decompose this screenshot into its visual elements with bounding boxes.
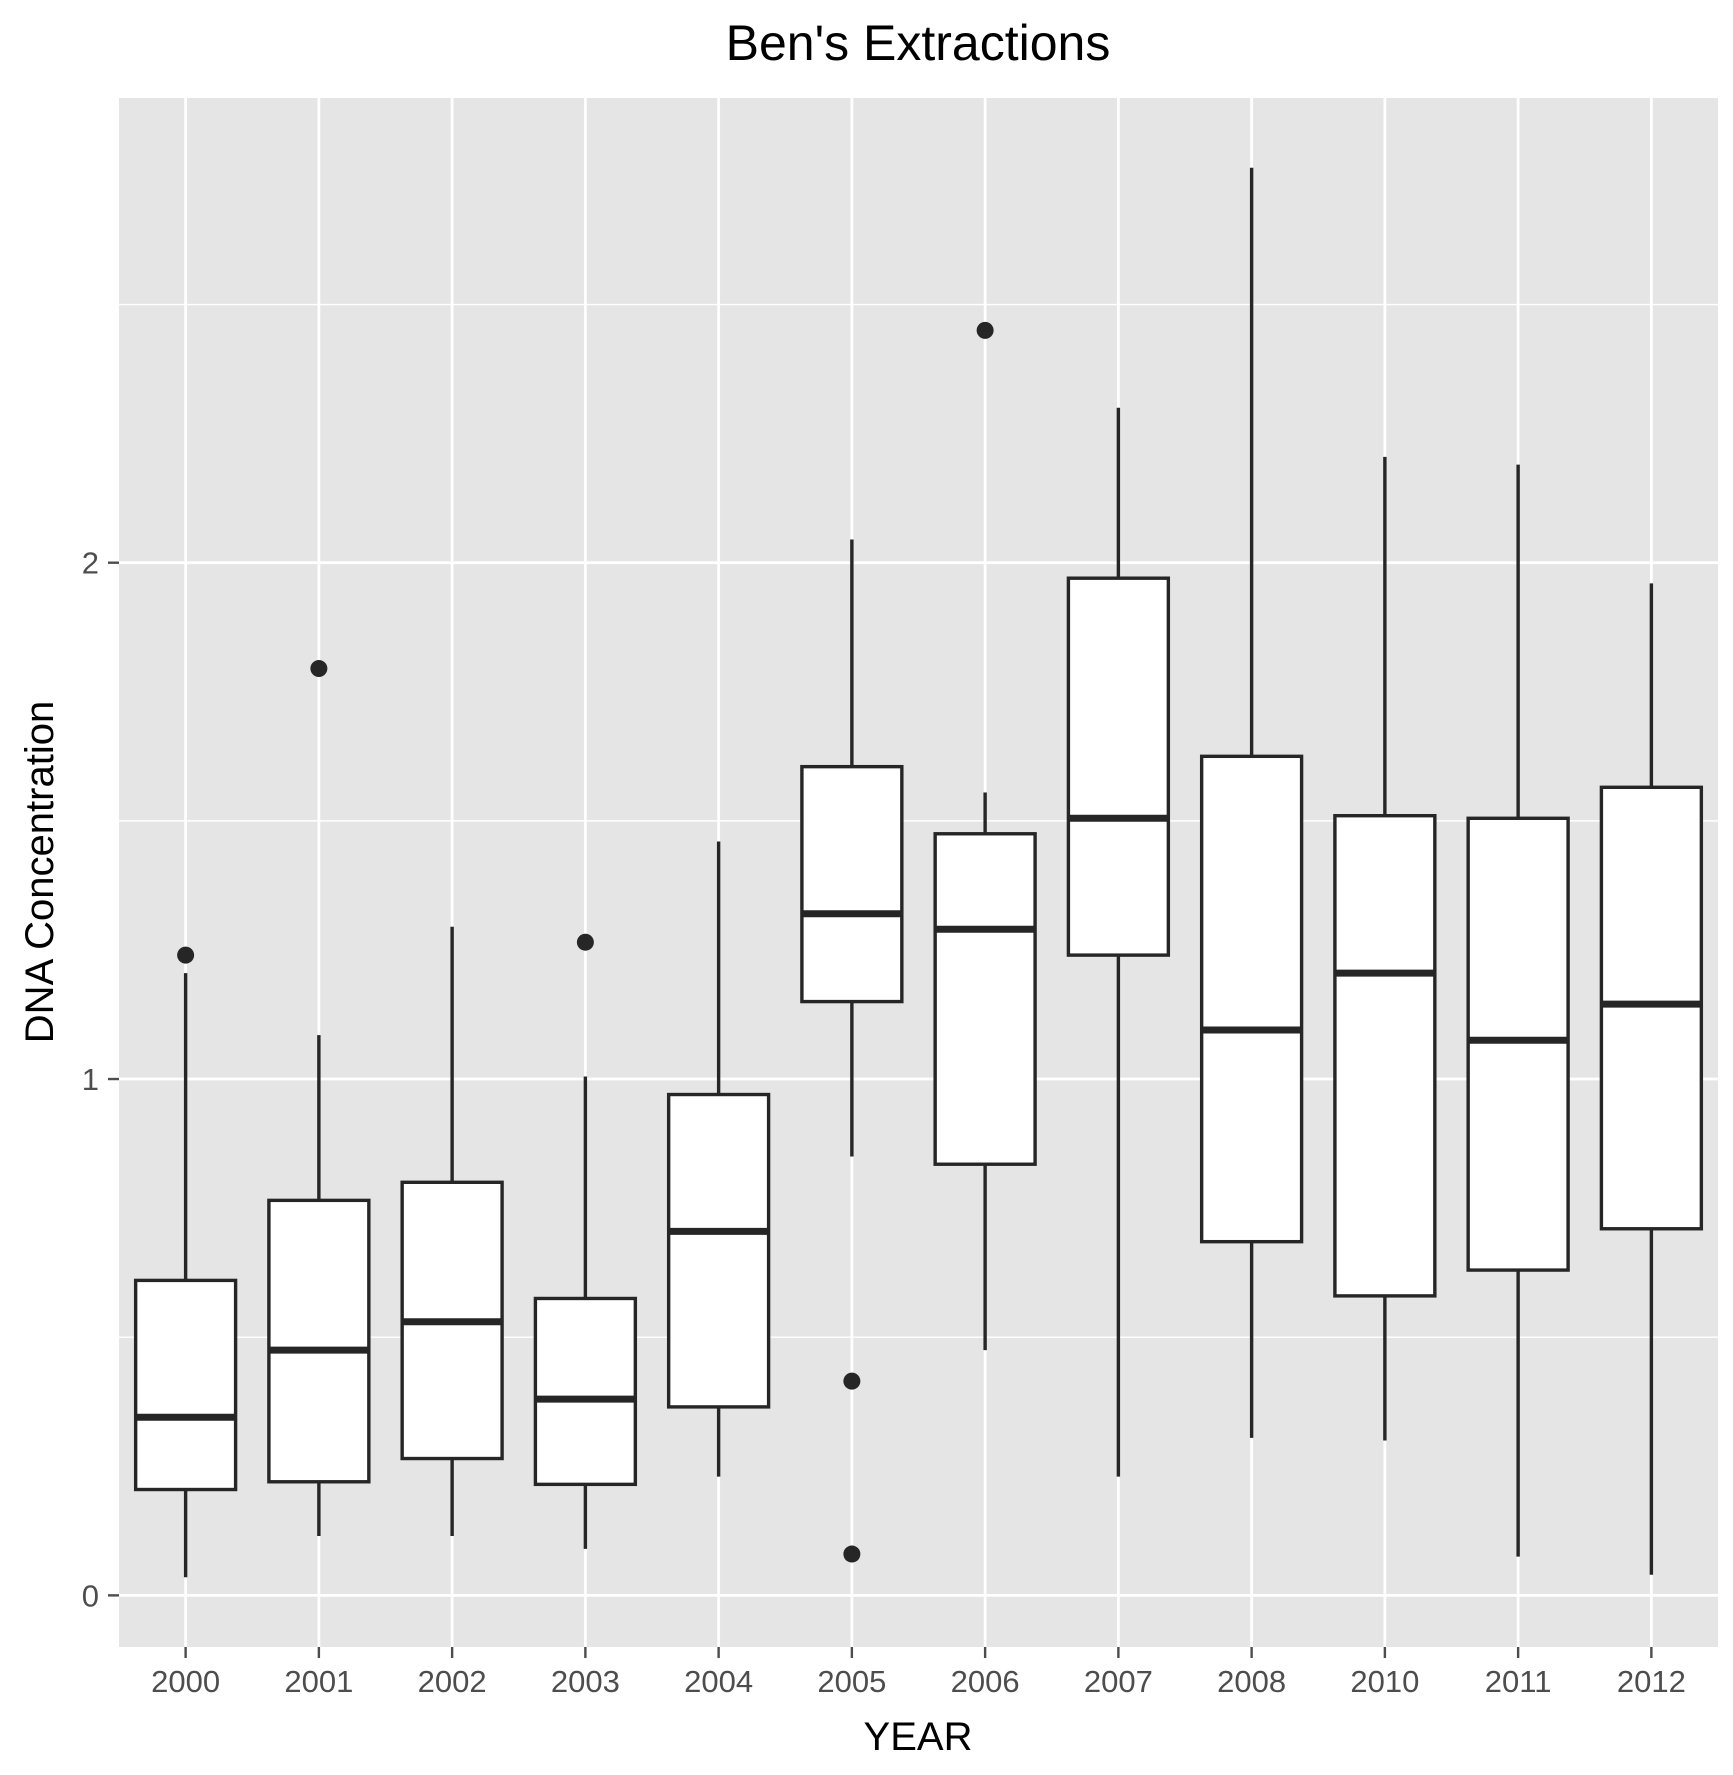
box-2010 — [1333, 456, 1437, 1441]
x-tick-label: 2007 — [1084, 1664, 1153, 1699]
box-2004 — [666, 841, 771, 1477]
chart-title: Ben's Extractions — [726, 15, 1111, 71]
box-2001 — [267, 660, 371, 1536]
x-axis-title: YEAR — [864, 1715, 973, 1759]
box-2011 — [1466, 464, 1570, 1557]
y-tick-label: 1 — [82, 1062, 99, 1097]
y-axis-title: DNA Concentration — [18, 701, 62, 1043]
y-tick-label: 0 — [82, 1578, 99, 1613]
x-tick-label: 2011 — [1485, 1664, 1552, 1699]
interquartile-box — [1466, 816, 1570, 1272]
box-2005 — [800, 539, 904, 1563]
interquartile-box — [1066, 576, 1171, 957]
box-2008 — [1199, 167, 1304, 1438]
box-2000 — [133, 946, 238, 1578]
interquartile-box — [1199, 754, 1304, 1244]
interquartile-box — [666, 1092, 771, 1409]
interquartile-box — [267, 1198, 371, 1484]
box-2012 — [1599, 583, 1704, 1575]
outlier-point — [976, 321, 994, 339]
plot-panel — [119, 98, 1718, 1647]
x-tick-label: 2002 — [418, 1664, 487, 1699]
x-tick-label: 2003 — [551, 1664, 620, 1699]
box-2002 — [400, 926, 504, 1536]
interquartile-box — [800, 764, 904, 1004]
outlier-point — [843, 1372, 861, 1390]
outlier-point — [310, 660, 328, 678]
x-tick-label: 2004 — [684, 1664, 753, 1699]
outlier-point — [576, 933, 594, 951]
x-tick-label: 2000 — [151, 1664, 220, 1699]
interquartile-box — [933, 832, 1037, 1166]
x-tick-label: 2012 — [1617, 1664, 1686, 1699]
box-series — [133, 167, 1704, 1578]
x-tick-label: 2010 — [1350, 1664, 1419, 1699]
interquartile-box — [1333, 814, 1437, 1298]
box-2007 — [1066, 407, 1171, 1477]
x-tick-label: 2001 — [284, 1664, 353, 1699]
y-tick-label: 2 — [82, 546, 99, 581]
x-tick-label: 2005 — [817, 1664, 886, 1699]
box-2003 — [533, 933, 638, 1549]
x-tick-label: 2006 — [951, 1664, 1020, 1699]
outlier-point — [177, 946, 195, 964]
interquartile-box — [1599, 785, 1704, 1231]
outlier-point — [843, 1545, 861, 1563]
interquartile-box — [133, 1278, 238, 1492]
box-2006 — [933, 321, 1037, 1351]
x-tick-label: 2008 — [1217, 1664, 1286, 1699]
interquartile-box — [533, 1296, 638, 1487]
axes: 0 1 2 2000 2001 2002 2003 2004 2005 2006 2007 2008 2… — [82, 546, 1686, 1699]
